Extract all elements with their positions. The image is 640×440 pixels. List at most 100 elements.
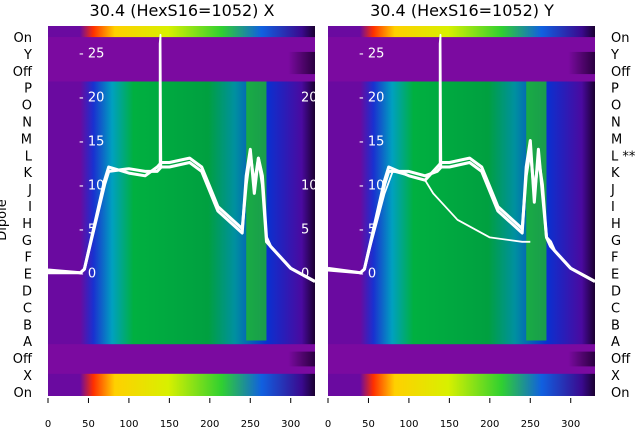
heatmap-band [48,26,315,38]
y-tick-label: - 5 [79,223,96,238]
row-label-right: Y [610,48,619,63]
x-tick-label: 50 [362,419,375,430]
x-tick-label: 200 [480,419,499,430]
row-label-left: J [27,183,32,198]
heatmap-band [48,81,315,345]
x-tick-label: 150 [440,419,459,430]
row-label-left: F [25,251,32,266]
row-label-left: N [22,116,32,131]
row-label-right: K [611,166,620,181]
x-tick-label: 100 [399,419,418,430]
row-label-right: P [611,82,619,97]
x-tick-label: 300 [281,419,300,430]
row-label-left: O [22,99,32,114]
series-line [328,170,531,274]
row-label-right: B [611,318,620,333]
row-label-left: On [14,386,32,401]
row-label-right: N [611,116,621,131]
y-tick-label: - 25 [79,46,104,61]
row-label-left: B [23,318,32,333]
y-tick-label-right: 10 [301,179,318,194]
row-label-left: E [24,268,32,283]
x-tick-label: 300 [561,419,580,430]
row-label-left: Y [23,48,32,63]
heatmap-band [328,351,595,367]
row-label-right: C [611,301,620,316]
row-label-left: Off [13,65,33,80]
row-label-left: H [22,217,32,232]
row-label-right: J [610,183,615,198]
row-label-left: M [21,132,32,147]
heatmap-band [48,373,315,396]
row-label-left: I [28,200,32,215]
heatmap-strip [246,81,267,341]
series-line [328,147,595,283]
y-tick-label: - 15 [79,135,104,150]
heatmap-band [48,351,315,367]
panel-y-title: 30.4 (HexS16=1052) Y [370,1,554,20]
series-line [158,33,163,168]
y-tick-label: - 10 [79,179,104,194]
row-label-right: F [611,251,618,266]
x-ticks-panel-x: 0 50 100 150 200 250 300 [45,398,300,430]
row-label-left: D [22,285,32,300]
x-ticks-panel-y: 0 50 100 150 200 250 300 [325,398,580,430]
row-label-right: G [611,234,621,249]
row-label-right: Off [611,352,631,367]
row-label-left: A [23,335,32,350]
row-label-right: On [611,386,629,401]
row-label-right: I [611,200,615,215]
panel-y: - 0 - 5 - 10 - 15 - 20 - 25 [328,26,595,396]
heatmap-band [328,26,595,38]
x-tick-label: 0 [325,419,331,430]
panel-x-title: 30.4 (HexS16=1052) X [90,1,275,20]
y-axis-label: Dipole [0,199,10,240]
row-label-left: X [23,369,32,384]
row-label-left: L [25,149,33,164]
row-label-right: E [611,268,619,283]
y-tick-label: - 0 [79,267,96,282]
x-tick-label: 200 [200,419,219,430]
x-tick-label: 100 [119,419,138,430]
y-tick-label: - 20 [79,90,104,105]
heatmap-band [328,373,595,396]
y-tick-label: - 0 [359,267,376,282]
x-tick-label: 150 [160,419,179,430]
row-label-left: C [23,301,32,316]
row-label-left: On [14,31,32,46]
row-label-right: H [611,217,621,232]
row-label-right: Off [611,65,631,80]
x-tick-label: 250 [521,419,540,430]
heatmap-band [328,81,595,345]
row-label-left: G [22,234,32,249]
row-label-right: L ** [611,149,636,164]
heatmap-band [48,51,315,75]
x-tick-label: 50 [82,419,95,430]
row-label-right: On [611,31,629,46]
y-tick-label: - 5 [359,223,376,238]
row-label-left: P [24,82,32,97]
x-tick-label: 0 [45,419,51,430]
y-tick-label: - 25 [359,46,384,61]
row-label-left: Off [13,352,33,367]
y-tick-label: - 20 [359,90,384,105]
row-label-right: M [611,132,622,147]
row-label-left: K [23,166,32,181]
y-tick-label-right: 5 [301,223,309,238]
y-tick-label-right: 0 [301,267,309,282]
row-label-right: A [611,335,620,350]
series-line [48,152,315,283]
series-line [438,33,443,168]
row-label-right: O [611,99,621,114]
y-tick-label-right: 20 [301,90,318,105]
panel-x: - 0 - 5 - 10 - 15 - 20 - 25 20 10 5 0 [48,26,318,396]
x-tick-label: 250 [241,419,260,430]
y-tick-label: - 15 [359,135,384,150]
heatmap-band [328,51,595,75]
y-tick-label: - 10 [359,179,384,194]
row-label-right: X [611,369,620,384]
row-label-right: D [611,285,621,300]
